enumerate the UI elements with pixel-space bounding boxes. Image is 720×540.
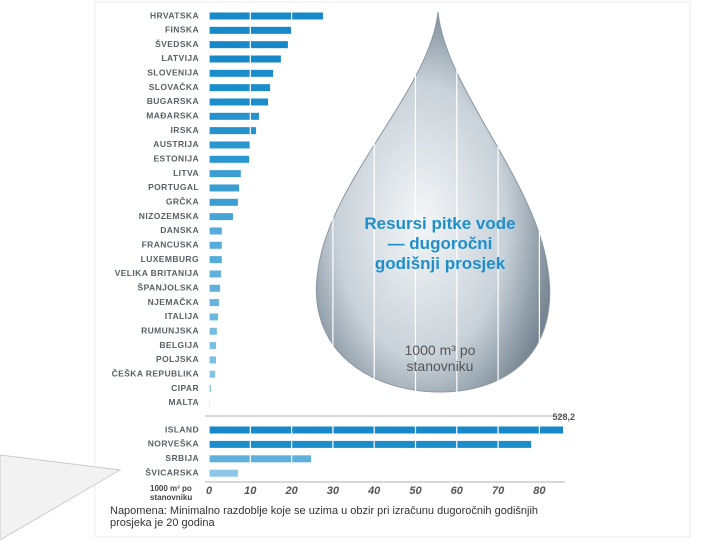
decoration bbox=[0, 454, 122, 540]
category-label: AUSTRIJA bbox=[153, 139, 199, 149]
category-label: SRBIJA bbox=[165, 453, 199, 463]
x-tick-label: 70 bbox=[492, 485, 505, 497]
bar bbox=[209, 299, 219, 307]
category-label: SLOVENIJA bbox=[147, 68, 199, 78]
category-label: LUXEMBURG bbox=[141, 254, 199, 264]
bar bbox=[209, 213, 233, 221]
category-label: VELIKA BRITANIJA bbox=[115, 268, 199, 278]
bar bbox=[209, 84, 271, 92]
bar bbox=[209, 55, 281, 63]
bar bbox=[209, 426, 563, 434]
bar bbox=[209, 155, 250, 163]
category-label: ITALIJA bbox=[165, 311, 199, 321]
category-label: POLJSKA bbox=[156, 354, 199, 364]
category-label: NJEMAČKA bbox=[148, 296, 199, 307]
category-label: HRVATSKA bbox=[150, 10, 199, 20]
category-label: ŠPANJOLSKA bbox=[138, 282, 199, 293]
bar bbox=[209, 370, 216, 378]
x-tick-label: 20 bbox=[284, 485, 298, 497]
bar bbox=[209, 440, 532, 448]
bar bbox=[209, 41, 288, 49]
x-tick-label: 40 bbox=[367, 485, 381, 497]
category-label: MAĐARSKA bbox=[146, 111, 199, 121]
bar bbox=[209, 313, 219, 321]
bar bbox=[209, 356, 217, 364]
category-label: BELGIJA bbox=[159, 340, 199, 350]
x-tick-label: 80 bbox=[533, 485, 546, 497]
category-label: BUGARSKA bbox=[147, 96, 199, 106]
x-tick-label: 10 bbox=[244, 485, 257, 497]
category-label: ŠVICARSKA bbox=[145, 466, 199, 477]
category-label: IRSKA bbox=[171, 125, 199, 135]
bar bbox=[209, 256, 222, 264]
category-label: FRANCUSKA bbox=[142, 240, 199, 250]
bar bbox=[209, 469, 238, 477]
bar bbox=[209, 98, 269, 106]
bar bbox=[209, 227, 222, 235]
category-label: RUMUNJSKA bbox=[141, 326, 199, 336]
bar bbox=[209, 170, 241, 178]
bar bbox=[209, 284, 221, 292]
category-label: CIPAR bbox=[171, 383, 199, 393]
chart-subtitle: 1000 m³ po stanovniku bbox=[404, 342, 476, 374]
category-label: LATVIJA bbox=[161, 53, 199, 63]
bar bbox=[209, 69, 274, 77]
category-label: ČEŠKA REPUBLIKA bbox=[112, 368, 199, 379]
bar bbox=[209, 184, 240, 192]
bar bbox=[209, 342, 217, 350]
bar bbox=[209, 141, 250, 149]
x-tick-label: 0 bbox=[206, 485, 213, 497]
water-drop bbox=[315, 11, 551, 393]
bar bbox=[209, 270, 221, 278]
value-label: 528,2 bbox=[552, 412, 575, 422]
bar bbox=[209, 12, 323, 20]
bar bbox=[209, 385, 212, 393]
category-label: PORTUGAL bbox=[148, 182, 199, 192]
category-label: DANSKA bbox=[160, 225, 199, 235]
category-label: LITVA bbox=[173, 168, 199, 178]
note: Napomena: Minimalno razdoblje koje se uz… bbox=[110, 505, 539, 529]
chart-title: Resursi pitke vode — dugoročni godišnji … bbox=[364, 214, 516, 273]
category-label: NIZOZEMSKA bbox=[139, 211, 199, 221]
bar bbox=[209, 455, 312, 463]
x-tick-label: 60 bbox=[451, 485, 464, 497]
category-label: MALTA bbox=[169, 397, 199, 407]
category-label: SLOVAČKA bbox=[149, 81, 199, 92]
category-label: GRČKA bbox=[166, 196, 199, 207]
x-tick-label: 50 bbox=[409, 485, 422, 497]
category-label: NORVEŠKA bbox=[148, 438, 199, 449]
category-label: FINSKA bbox=[165, 25, 199, 35]
bar bbox=[209, 127, 257, 135]
bar bbox=[209, 198, 238, 206]
bar bbox=[209, 327, 217, 335]
x-axis-label: 1000 m³ po stanovniku bbox=[150, 484, 193, 502]
category-label: ESTONIJA bbox=[153, 154, 199, 164]
bar bbox=[209, 112, 259, 120]
bar bbox=[209, 241, 222, 249]
category-label: ISLAND bbox=[165, 424, 199, 434]
x-tick-label: 30 bbox=[327, 485, 340, 497]
category-label: ŠVEDSKA bbox=[155, 38, 199, 49]
frame bbox=[94, 1, 691, 538]
